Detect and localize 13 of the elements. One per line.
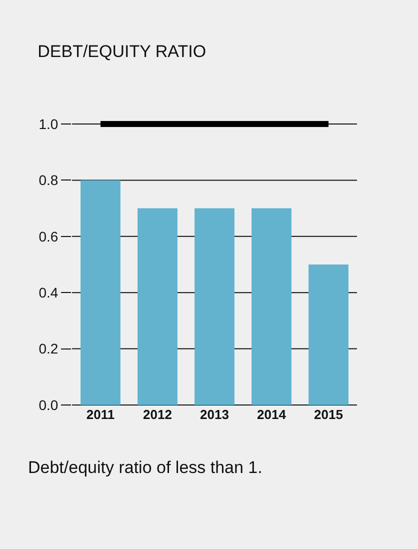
x-tick-label: 2013 [200,407,229,422]
y-tick-label: 0.8 [38,172,58,188]
y-tick-label: 0.0 [38,396,58,413]
y-tick-label: 0.4 [38,284,58,300]
x-tick-label: 2012 [143,407,172,422]
y-tick-label: 0.2 [38,340,58,357]
x-tick-label: 2014 [257,407,287,422]
text: Debt/equity ratio of less than 1. [28,458,262,477]
y-tick-label: 1.0 [38,116,58,132]
x-tick-label: 2011 [86,407,115,422]
y-tick-label: 0.6 [38,228,58,244]
x-tick-label: 2015 [314,407,343,422]
chart-title: DEBT/EQUITY RATIO [38,42,206,61]
